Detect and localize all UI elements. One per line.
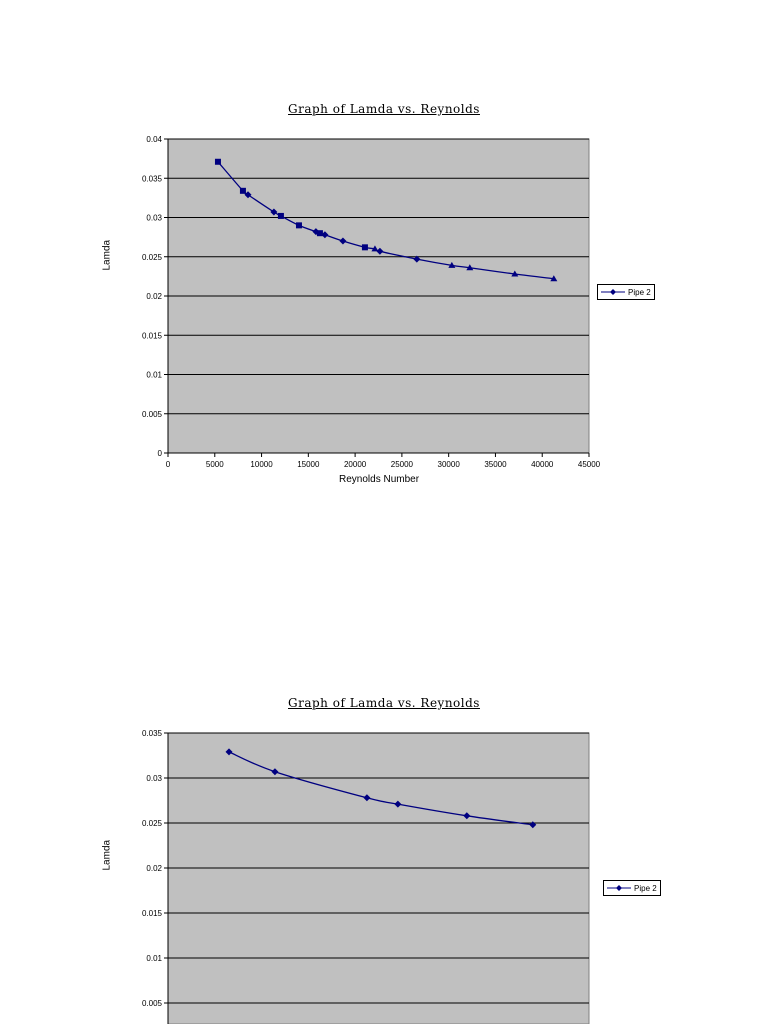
svg-text:0.02: 0.02 — [146, 864, 162, 873]
svg-text:0.015: 0.015 — [142, 331, 163, 340]
svg-text:15000: 15000 — [297, 460, 320, 469]
chart-1: Graph of Lamda vs. Reynolds Lamda 0 0.005… — [0, 0, 768, 500]
svg-text:0: 0 — [158, 449, 163, 458]
svg-text:0.03: 0.03 — [146, 774, 162, 783]
chart-1-title: Graph of Lamda vs. Reynolds — [288, 102, 480, 116]
svg-text:0.03: 0.03 — [146, 214, 162, 223]
svg-text:0.005: 0.005 — [142, 410, 163, 419]
chart-1-plot: 0 0.005 0.01 0.015 0.02 0.025 0.03 0.035 0.04 0 50… — [142, 135, 601, 469]
svg-text:0.015: 0.015 — [142, 909, 163, 918]
svg-text:30000: 30000 — [438, 460, 461, 469]
svg-text:45000: 45000 — [578, 460, 601, 469]
svg-text:0.035: 0.035 — [142, 174, 163, 183]
legend-diamond-marker-icon — [607, 885, 631, 891]
svg-text:5000: 5000 — [206, 460, 224, 469]
svg-text:0.01: 0.01 — [146, 371, 162, 380]
svg-text:35000: 35000 — [484, 460, 507, 469]
chart-2-legend: Pipe 2 — [603, 880, 661, 896]
chart-1-legend: Pipe 2 — [597, 284, 655, 300]
svg-text:0.04: 0.04 — [146, 135, 162, 144]
svg-text:0.035: 0.035 — [142, 729, 163, 738]
chart-1-x-axis-label: Reynolds Number — [339, 474, 420, 485]
svg-text:25000: 25000 — [391, 460, 414, 469]
svg-text:0.025: 0.025 — [142, 819, 163, 828]
svg-text:0.02: 0.02 — [146, 292, 162, 301]
svg-text:0.025: 0.025 — [142, 253, 163, 262]
svg-text:10000: 10000 — [250, 460, 273, 469]
chart-1-legend-label: Pipe 2 — [628, 287, 651, 297]
svg-text:20000: 20000 — [344, 460, 367, 469]
chart-2-legend-label: Pipe 2 — [634, 883, 657, 893]
svg-text:40000: 40000 — [531, 460, 554, 469]
svg-text:0: 0 — [166, 460, 171, 469]
chart-2-title: Graph of Lamda vs. Reynolds — [288, 696, 480, 710]
svg-text:0.005: 0.005 — [142, 999, 163, 1008]
svg-text:0.01: 0.01 — [146, 954, 162, 963]
legend-diamond-marker-icon — [601, 289, 625, 295]
